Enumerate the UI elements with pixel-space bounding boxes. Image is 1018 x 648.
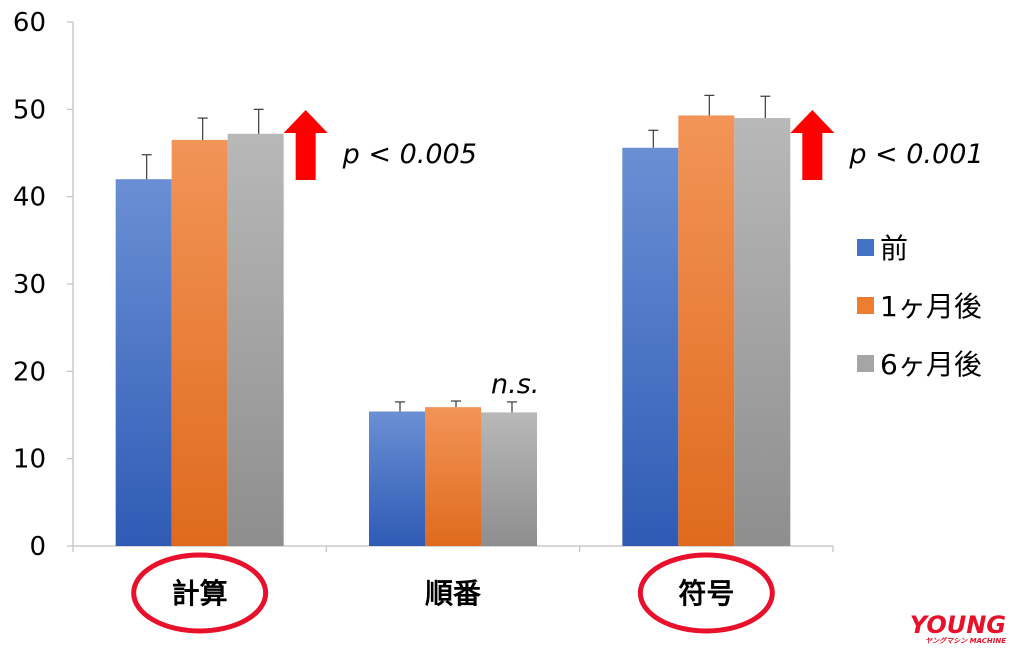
- bar: [622, 147, 679, 546]
- bar: [115, 179, 172, 546]
- x-tick-label: 順番: [425, 577, 482, 610]
- x-tick-label: 計算: [172, 577, 228, 610]
- x-tick-label: 符号: [678, 577, 734, 610]
- bar: [678, 115, 735, 547]
- p-value-label: p < 0.005: [342, 139, 477, 170]
- y-tick-label: 50: [13, 95, 46, 125]
- bar: [227, 133, 284, 546]
- legend-swatch: [857, 297, 874, 314]
- y-tick-label: 0: [29, 532, 46, 562]
- bar: [734, 118, 791, 547]
- legend: 前 1ヶ月後 6ヶ月後: [857, 232, 982, 381]
- legend-swatch: [857, 355, 874, 372]
- annotations: p < 0.005 n.s. p < 0.001: [283, 110, 984, 400]
- watermark-line1: YOUNG: [910, 611, 1006, 639]
- legend-label: 1ヶ月後: [880, 290, 982, 323]
- bar: [481, 412, 537, 546]
- significance-arrow-up: [283, 110, 328, 180]
- legend-label: 前: [880, 232, 908, 265]
- bars: [115, 94, 791, 547]
- axes: 0 10 20 30 40 50 60 計算 順番 符号: [13, 8, 834, 634]
- significance-arrow-up: [790, 110, 835, 180]
- highlight-circle: [131, 552, 269, 634]
- bar: [369, 411, 425, 546]
- bar: [171, 139, 228, 546]
- y-tick-label: 20: [13, 357, 46, 387]
- y-tick-label: 60: [13, 8, 46, 38]
- y-tick-label: 30: [13, 270, 46, 300]
- legend-label: 6ヶ月後: [880, 348, 982, 381]
- bar: [425, 407, 481, 546]
- legend-swatch: [857, 239, 874, 256]
- p-value-label: p < 0.001: [848, 139, 983, 170]
- y-tick-label: 40: [13, 183, 46, 213]
- significance-label: n.s.: [491, 369, 539, 400]
- watermark-logo: YOUNG ヤングマシン MACHINE: [910, 611, 1006, 645]
- y-tick-label: 10: [13, 445, 46, 475]
- highlight-circle: [637, 552, 775, 634]
- watermark-line2: ヤングマシン MACHINE: [925, 636, 1006, 645]
